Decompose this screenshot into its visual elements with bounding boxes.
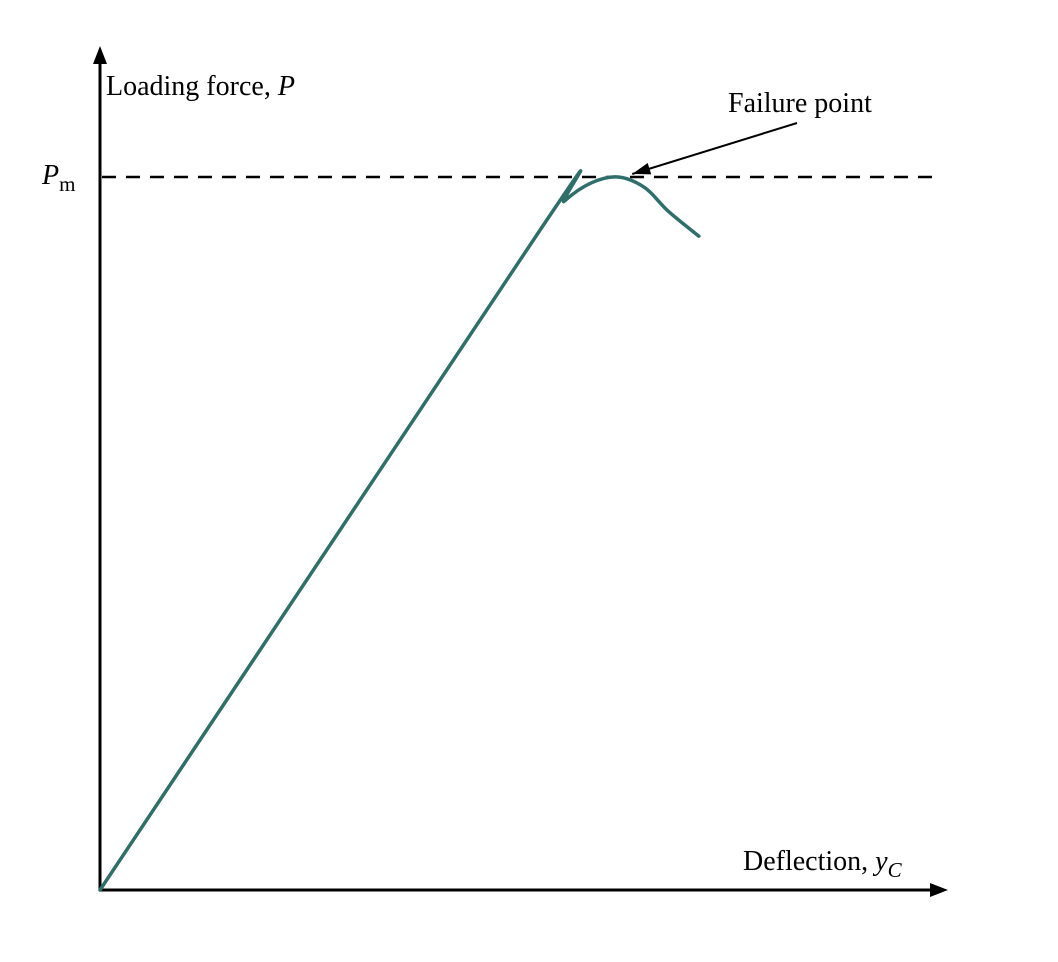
x-axis-label-subscript: C (888, 858, 903, 882)
y-axis-label-text: Loading force, (106, 71, 278, 102)
failure-point-arrowhead-icon (632, 162, 652, 175)
y-axis-label-symbol: P (277, 71, 295, 102)
failure-point-label: Failure point (728, 88, 872, 119)
y-tick-label-pm: Pm (41, 160, 75, 196)
failure-point-arrow (631, 122, 798, 175)
x-axis-label: Deflection, yC (743, 846, 903, 882)
x-axis-label-symbol: y (872, 846, 888, 877)
y-axis-arrowhead-icon (93, 46, 107, 64)
load-deflection-curve (98, 169, 701, 892)
y-axis-label: Loading force, P (106, 71, 295, 102)
y-tick-label-subscript: m (59, 172, 75, 196)
x-axis-label-text: Deflection, (743, 846, 875, 877)
x-axis-arrowhead-icon (930, 883, 948, 897)
axes (93, 46, 948, 897)
y-tick-label-symbol: P (41, 160, 59, 191)
